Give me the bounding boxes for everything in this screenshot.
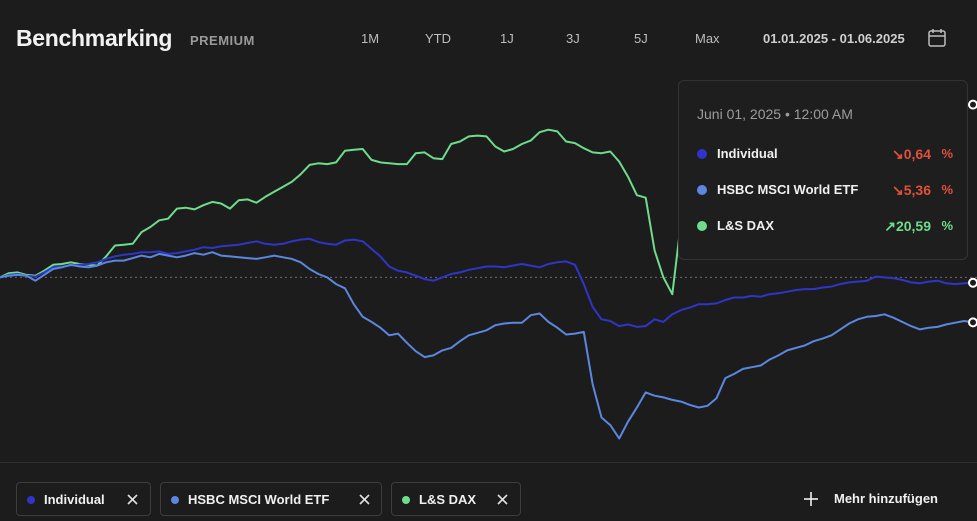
legend-chip-label: HSBC MSCI World ETF bbox=[188, 492, 330, 507]
trend-down-icon: ↘ bbox=[892, 182, 904, 198]
tooltip-unit: % bbox=[941, 218, 953, 233]
tooltip-unit: % bbox=[941, 146, 953, 161]
series-end-point bbox=[968, 277, 977, 288]
tooltip-unit: % bbox=[941, 182, 953, 197]
tooltip-series-value: ↗20,59 bbox=[884, 218, 931, 234]
msci-dot bbox=[171, 496, 179, 504]
close-icon[interactable] bbox=[358, 493, 371, 506]
legend-chip-individual[interactable]: Individual bbox=[16, 482, 151, 516]
premium-badge: PREMIUM bbox=[190, 33, 255, 48]
range-1j-button[interactable]: 1J bbox=[500, 31, 514, 46]
msci-dot bbox=[697, 185, 707, 195]
page-title: Benchmarking bbox=[16, 25, 173, 51]
dax-dot bbox=[402, 496, 410, 504]
series-line-hsbc-msci-world-etf bbox=[0, 251, 974, 440]
legend-bar: Individual HSBC MSCI World ETF L&S DAX bbox=[0, 463, 977, 521]
add-more-label: Mehr hinzufügen bbox=[834, 491, 938, 506]
range-max-button[interactable]: Max bbox=[695, 31, 720, 46]
tooltip-series-value: ↘5,36 bbox=[892, 182, 931, 198]
range-5j-button[interactable]: 5J bbox=[634, 31, 648, 46]
range-1m-button[interactable]: 1M bbox=[361, 31, 380, 46]
close-icon[interactable] bbox=[126, 493, 139, 506]
tooltip-series-value: ↘0,64 bbox=[892, 146, 931, 162]
legend-chip-msci[interactable]: HSBC MSCI World ETF bbox=[160, 482, 382, 516]
series-line-individual bbox=[0, 237, 974, 328]
tooltip-series-name: HSBC MSCI World ETF bbox=[717, 182, 859, 197]
footer-divider bbox=[0, 462, 977, 463]
tooltip-date: Juni 01, 2025 • 12:00 AM bbox=[697, 106, 853, 122]
series-end-point bbox=[968, 317, 977, 328]
range-3j-button[interactable]: 3J bbox=[566, 31, 580, 46]
individual-dot bbox=[697, 149, 707, 159]
legend-chip-label: Individual bbox=[44, 492, 105, 507]
close-icon[interactable] bbox=[496, 493, 509, 506]
trend-up-icon: ↗ bbox=[884, 218, 896, 234]
range-ytd-button[interactable]: YTD bbox=[425, 31, 451, 46]
tooltip-row-msci: HSBC MSCI World ETF ↘5,36 % bbox=[697, 181, 953, 199]
tooltip-series-name: L&S DAX bbox=[717, 218, 775, 233]
tooltip-row-individual: Individual ↘0,64 % bbox=[697, 145, 953, 163]
calendar-icon[interactable] bbox=[928, 28, 946, 48]
tooltip-row-dax: L&S DAX ↗20,59 % bbox=[697, 217, 953, 235]
dax-dot bbox=[697, 221, 707, 231]
header: Benchmarking PREMIUM 1M YTD 1J 3J 5J Max… bbox=[0, 0, 977, 76]
chart-tooltip: Juni 01, 2025 • 12:00 AM Individual ↘0,6… bbox=[678, 80, 968, 260]
legend-chip-dax[interactable]: L&S DAX bbox=[391, 482, 521, 516]
plus-icon bbox=[804, 492, 818, 506]
date-range-label[interactable]: 01.01.2025 - 01.06.2025 bbox=[763, 31, 905, 46]
individual-dot bbox=[27, 496, 35, 504]
legend-chip-label: L&S DAX bbox=[419, 492, 477, 507]
trend-down-icon: ↘ bbox=[892, 146, 904, 162]
tooltip-series-name: Individual bbox=[717, 146, 778, 161]
series-end-point bbox=[968, 99, 977, 110]
